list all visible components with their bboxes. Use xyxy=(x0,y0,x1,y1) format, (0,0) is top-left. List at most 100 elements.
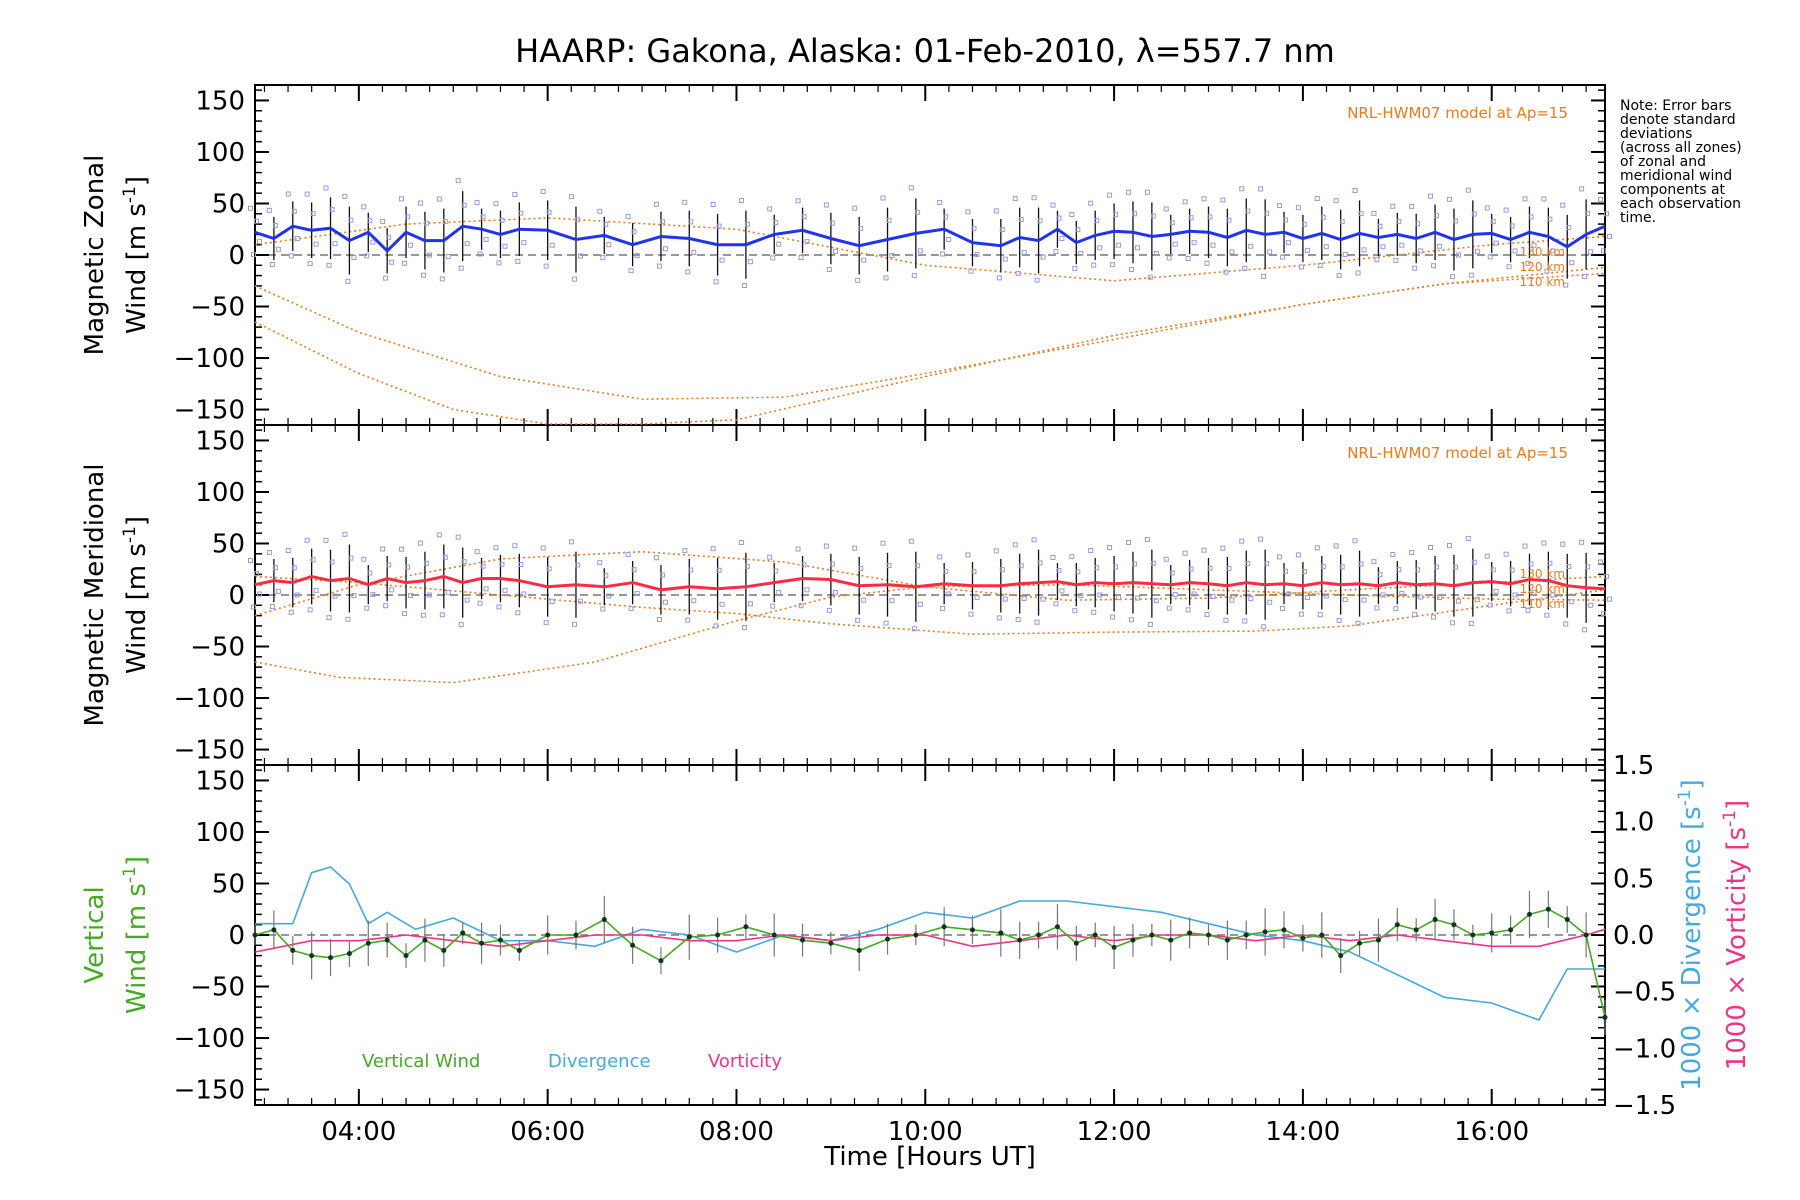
y-tick-label: −150 xyxy=(174,736,245,766)
sample-marker xyxy=(1582,627,1588,633)
sample-marker xyxy=(1474,248,1480,254)
sample-marker xyxy=(1569,260,1575,266)
sample-marker xyxy=(713,279,719,285)
sample-marker xyxy=(512,543,518,549)
y2-tick-label: 1.5 xyxy=(1613,751,1654,781)
y-tick-label: −150 xyxy=(174,1076,245,1106)
vertical-wind-point xyxy=(1224,937,1230,943)
sample-marker xyxy=(1072,266,1078,272)
sample-marker xyxy=(1277,203,1283,209)
sample-marker xyxy=(600,255,606,261)
sample-marker xyxy=(275,588,281,594)
sample-marker xyxy=(1034,619,1040,625)
sample-marker xyxy=(1110,262,1116,268)
sample-marker xyxy=(1239,186,1245,192)
meridional-mean-line xyxy=(254,574,1606,592)
vertical-wind-point xyxy=(715,932,721,938)
sample-marker xyxy=(1248,243,1254,249)
sample-marker xyxy=(914,563,920,569)
sample-marker xyxy=(423,560,429,566)
sample-marker xyxy=(940,251,946,257)
sample-marker xyxy=(1012,196,1018,202)
sample-marker xyxy=(1431,263,1437,269)
sample-marker xyxy=(1418,594,1424,600)
sample-marker xyxy=(389,587,395,593)
sample-marker xyxy=(1264,210,1270,216)
sample-marker xyxy=(1153,250,1159,256)
sample-marker xyxy=(345,278,351,284)
sample-marker xyxy=(540,545,546,551)
vertical-wind-point xyxy=(1300,935,1306,941)
vertical-wind-point xyxy=(460,930,466,936)
sample-marker xyxy=(1163,556,1169,562)
sample-marker xyxy=(1088,547,1094,553)
sample-marker xyxy=(1182,199,1188,205)
sample-marker xyxy=(861,597,867,603)
sample-marker xyxy=(1229,249,1235,255)
sample-marker xyxy=(1078,593,1084,599)
sample-marker xyxy=(313,241,319,247)
sample-marker xyxy=(1544,268,1550,274)
sample-marker xyxy=(332,241,338,247)
sample-marker xyxy=(1560,202,1566,208)
sample-marker xyxy=(351,593,357,599)
sample-marker xyxy=(1585,210,1591,216)
sample-marker xyxy=(474,549,480,555)
sample-marker xyxy=(483,586,489,592)
sample-marker xyxy=(1455,252,1461,258)
y-tick-label: 50 xyxy=(212,189,245,219)
sample-marker xyxy=(606,242,612,248)
sample-marker xyxy=(417,200,423,206)
sample-marker xyxy=(1116,595,1122,601)
sample-marker xyxy=(656,263,662,269)
sample-marker xyxy=(248,558,253,564)
sample-marker xyxy=(351,255,357,261)
sample-marker xyxy=(1399,590,1405,596)
sample-marker xyxy=(1128,266,1134,272)
sample-marker xyxy=(993,208,999,214)
sample-marker xyxy=(770,603,776,609)
vertical-y-axis-label: Vertical Wind [m s-1] xyxy=(80,856,152,1014)
legend-vorticity: Vorticity xyxy=(708,1051,782,1072)
sample-marker xyxy=(323,185,329,191)
x-tick-label: 16:00 xyxy=(1454,1117,1529,1147)
sample-marker xyxy=(326,615,332,621)
vertical-wind-point xyxy=(885,936,891,942)
sample-marker xyxy=(496,260,502,266)
sample-marker xyxy=(1371,210,1377,216)
y-tick-label: −50 xyxy=(190,973,245,1003)
sample-marker xyxy=(625,214,631,220)
sample-marker xyxy=(518,210,524,216)
vertical-wind-point xyxy=(479,940,485,946)
sample-marker xyxy=(653,555,659,561)
sample-marker xyxy=(1465,187,1471,193)
sample-marker xyxy=(634,253,640,259)
sample-marker xyxy=(861,257,867,263)
sample-marker xyxy=(272,223,278,229)
sample-marker xyxy=(691,249,697,255)
sample-marker xyxy=(329,207,335,213)
sample-marker xyxy=(540,188,546,194)
sample-marker xyxy=(1147,274,1153,280)
sample-marker xyxy=(1150,560,1156,566)
sample-marker xyxy=(1471,211,1477,217)
sample-marker xyxy=(1522,543,1528,549)
sample-marker xyxy=(1245,208,1251,214)
sample-marker xyxy=(1056,215,1062,221)
sample-marker xyxy=(254,218,259,224)
sample-marker xyxy=(1239,538,1245,544)
sample-marker xyxy=(965,209,971,215)
sample-marker xyxy=(1053,601,1059,607)
sample-marker xyxy=(631,567,637,573)
sample-marker xyxy=(257,591,262,597)
sample-marker xyxy=(1280,605,1286,611)
sample-marker xyxy=(1166,605,1172,611)
sample-marker xyxy=(597,560,603,566)
sample-marker xyxy=(1110,614,1116,620)
sample-marker xyxy=(747,601,753,607)
x-axis-label: Time [Hours UT] xyxy=(823,1142,1036,1172)
sample-marker xyxy=(1566,564,1572,570)
sample-marker xyxy=(999,567,1005,573)
model-curve-model-110-km xyxy=(254,575,1606,636)
sample-marker xyxy=(1097,245,1103,251)
